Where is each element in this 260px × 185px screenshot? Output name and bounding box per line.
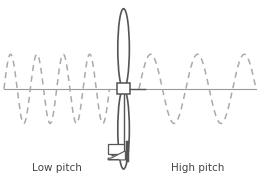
- Polygon shape: [108, 151, 125, 160]
- Text: High pitch: High pitch: [171, 163, 224, 173]
- Text: Low pitch: Low pitch: [32, 163, 82, 173]
- FancyBboxPatch shape: [108, 144, 124, 154]
- FancyBboxPatch shape: [117, 83, 130, 94]
